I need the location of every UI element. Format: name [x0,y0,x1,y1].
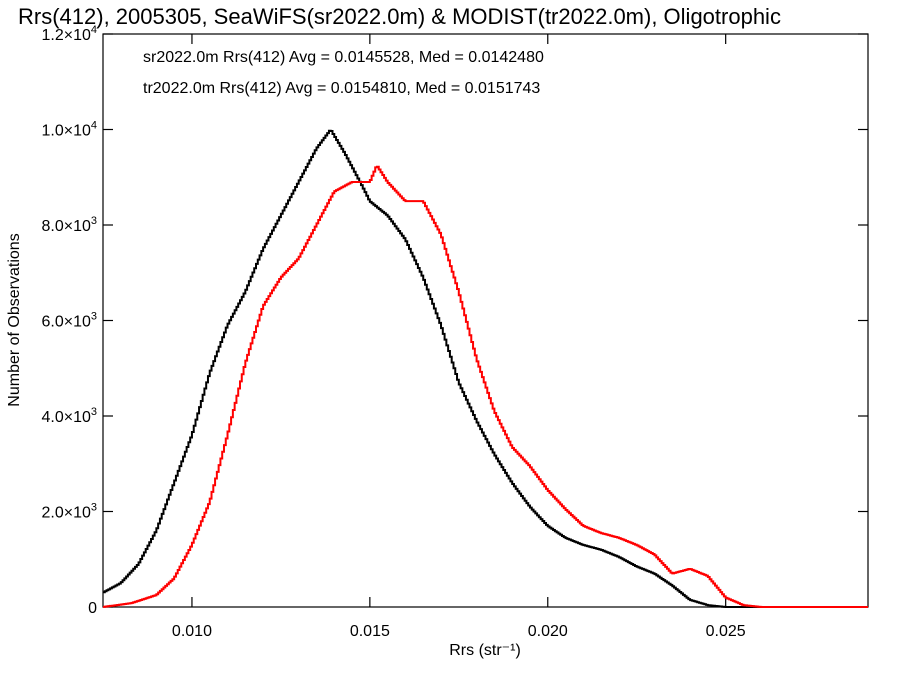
y-tick-label: 4.0×103 [41,406,97,426]
y-tick-exponent: 3 [91,215,97,227]
x-tick-label: 0.025 [706,623,746,640]
x-axis-label: Rrs (str⁻¹) [449,642,521,659]
y-tick-exponent: 4 [91,120,97,132]
series-line-0 [103,129,868,608]
chart-title: Rrs(412), 2005305, SeaWiFS(sr2022.0m) & … [18,4,781,29]
y-tick-mantissa: 1.0×10 [41,123,90,140]
y-tick-label: 0 [88,600,97,617]
y-axis-ticks: 02.0×1034.0×1036.0×1038.0×1031.0×1041.2×… [41,24,868,617]
legend-entry-red: tr2022.0m Rrs(412) Avg = 0.0154810, Med … [143,80,540,97]
plot-frame [102,33,869,608]
series-line-1 [103,165,868,608]
legend-entry-black: sr2022.0m Rrs(412) Avg = 0.0145528, Med … [143,49,544,66]
y-tick-label: 6.0×103 [41,311,97,331]
x-tick-label: 0.020 [528,623,568,640]
series-lines [103,129,868,608]
y-tick-mantissa: 4.0×10 [41,409,90,426]
y-tick-label: 1.2×104 [41,24,97,44]
y-tick-exponent: 3 [91,311,97,323]
y-tick-exponent: 3 [91,406,97,418]
y-axis-label: Number of Observations [6,233,23,406]
y-tick-mantissa: 2.0×10 [41,505,90,522]
y-tick-mantissa: 8.0×10 [41,218,90,235]
y-tick-mantissa: 6.0×10 [41,314,90,331]
y-tick-label: 2.0×103 [41,502,97,522]
y-tick-exponent: 4 [91,24,97,36]
y-tick-mantissa: 0 [88,600,97,617]
y-tick-label: 1.0×104 [41,120,97,140]
y-tick-mantissa: 1.2×10 [41,27,90,44]
x-tick-label: 0.015 [350,623,390,640]
x-axis-ticks: 0.010 0.015 0.020 0.025 [172,34,746,640]
x-tick-label: 0.010 [172,623,212,640]
y-tick-exponent: 3 [91,502,97,514]
y-tick-label: 8.0×103 [41,215,97,235]
